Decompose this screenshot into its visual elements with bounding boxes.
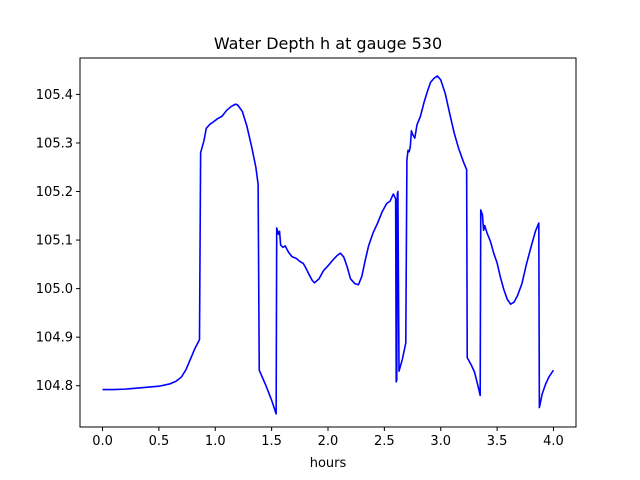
y-tick-label: 105.2	[36, 185, 73, 200]
y-tick-label: 105.0	[36, 282, 73, 297]
series-line	[102, 75, 555, 415]
x-tick-label: 1.0	[205, 434, 226, 449]
x-tick-label: 0.5	[149, 434, 170, 449]
y-tick-label: 104.9	[36, 331, 73, 346]
x-axis: 0.0 0.5 1.0 1.5 2.0 2.5 3.0 3.5 4.0	[92, 427, 564, 449]
x-tick-label: 2.5	[374, 434, 395, 449]
x-tick-label: 1.5	[261, 434, 282, 449]
chart-title: Water Depth h at gauge 530	[214, 34, 442, 53]
y-axis: 104.8 104.9 105.0 105.1 105.2 105.3 105.4	[36, 88, 80, 394]
x-tick-label: 2.0	[318, 434, 339, 449]
y-tick-label: 105.3	[36, 136, 73, 151]
x-tick-label: 3.5	[487, 434, 508, 449]
plot-area	[102, 75, 555, 415]
plot-frame	[79, 57, 577, 428]
x-tick-label: 0.0	[92, 434, 113, 449]
x-tick-label: 4.0	[543, 434, 564, 449]
y-tick-label: 104.8	[36, 379, 73, 394]
x-tick-label: 3.0	[430, 434, 451, 449]
x-axis-label: hours	[310, 456, 347, 471]
y-tick-label: 105.1	[36, 234, 73, 249]
y-tick-label: 105.4	[36, 88, 73, 103]
